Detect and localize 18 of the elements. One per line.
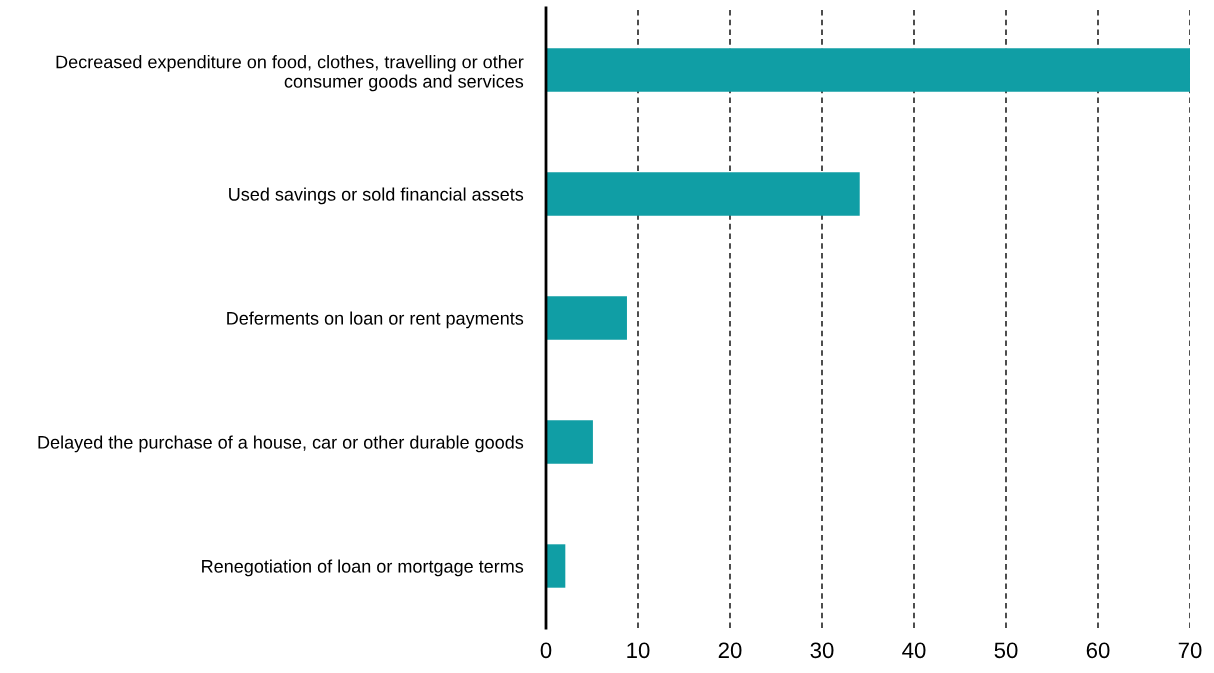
bar — [546, 296, 627, 340]
x-tick-label: 70 — [1178, 642, 1202, 659]
bar — [546, 172, 860, 216]
bar — [546, 420, 593, 464]
x-tick-label: 0 — [540, 642, 552, 659]
y-tick-label: Used savings or sold financial assets — [229, 187, 524, 205]
bar — [546, 544, 566, 588]
bar — [546, 48, 1190, 92]
y-tick-label: Deferments on loan or rent payments — [227, 311, 524, 329]
x-tick-label: 20 — [718, 642, 742, 659]
x-tick-label: 40 — [902, 642, 926, 659]
x-tick-label: 50 — [994, 642, 1018, 659]
y-tick-label: Delayed the purchase of a house, car or other durable goods — [38, 435, 524, 453]
y-tick-label: Renegotiation of loan or mortgage terms — [202, 559, 524, 577]
x-tick-label: 10 — [627, 642, 650, 659]
y-tick-label: Decreased expenditure on food, clothes, travelling or other consumer goods and services — [56, 55, 524, 92]
x-tick-label: 60 — [1086, 642, 1110, 659]
x-tick-label: 30 — [810, 642, 834, 659]
